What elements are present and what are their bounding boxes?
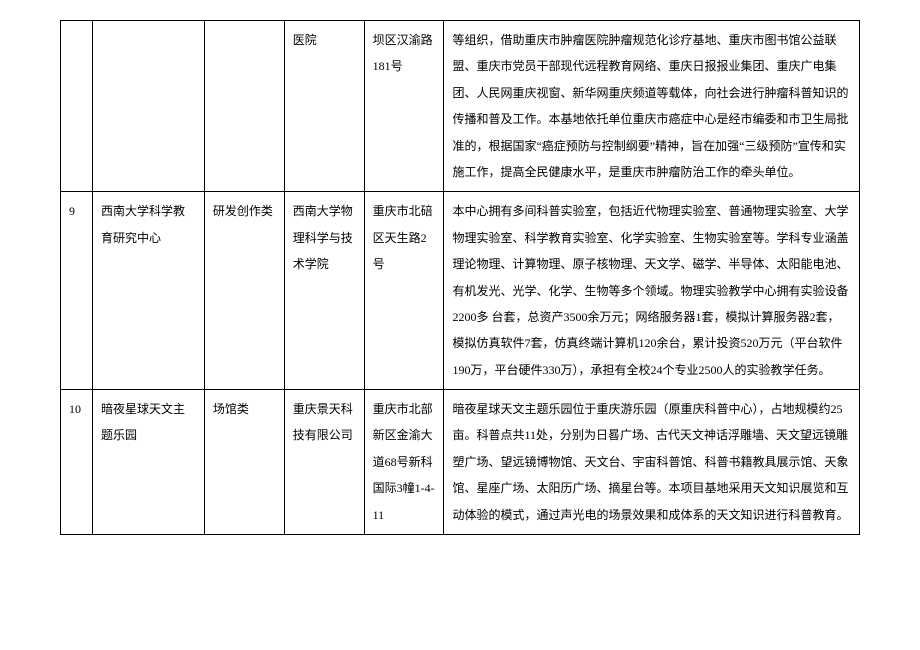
cell-name <box>92 21 204 192</box>
table-row: 10 暗夜星球天文主题乐园 场馆类 重庆景天科技有限公司 重庆市北部新区金渝大道… <box>61 390 860 535</box>
table-row: 医院 坝区汉渝路181号 等组织，借助重庆市肿瘤医院肿瘤规范化诊疗基地、重庆市图… <box>61 21 860 192</box>
cell-address: 重庆市北部新区金渝大道68号新科国际3幢1-4-11 <box>364 390 444 535</box>
cell-org: 重庆景天科技有限公司 <box>284 390 364 535</box>
cell-category <box>204 21 284 192</box>
data-table: 医院 坝区汉渝路181号 等组织，借助重庆市肿瘤医院肿瘤规范化诊疗基地、重庆市图… <box>60 20 860 535</box>
table-row: 9 西南大学科学教育研究中心 研发创作类 西南大学物理科学与技术学院 重庆市北碚… <box>61 192 860 390</box>
cell-desc: 等组织，借助重庆市肿瘤医院肿瘤规范化诊疗基地、重庆市图书馆公益联盟、重庆市党员干… <box>444 21 860 192</box>
cell-desc: 暗夜星球天文主题乐园位于重庆游乐园（原重庆科普中心），占地规模约25亩。科普点共… <box>444 390 860 535</box>
cell-org: 医院 <box>284 21 364 192</box>
cell-id: 9 <box>61 192 93 390</box>
cell-category: 研发创作类 <box>204 192 284 390</box>
cell-name: 西南大学科学教育研究中心 <box>92 192 204 390</box>
cell-desc: 本中心拥有多间科普实验室，包括近代物理实验室、普通物理实验室、大学物理实验室、科… <box>444 192 860 390</box>
cell-org: 西南大学物理科学与技术学院 <box>284 192 364 390</box>
cell-address: 坝区汉渝路181号 <box>364 21 444 192</box>
cell-id <box>61 21 93 192</box>
cell-address: 重庆市北碚区天生路2号 <box>364 192 444 390</box>
cell-id: 10 <box>61 390 93 535</box>
cell-category: 场馆类 <box>204 390 284 535</box>
cell-name: 暗夜星球天文主题乐园 <box>92 390 204 535</box>
